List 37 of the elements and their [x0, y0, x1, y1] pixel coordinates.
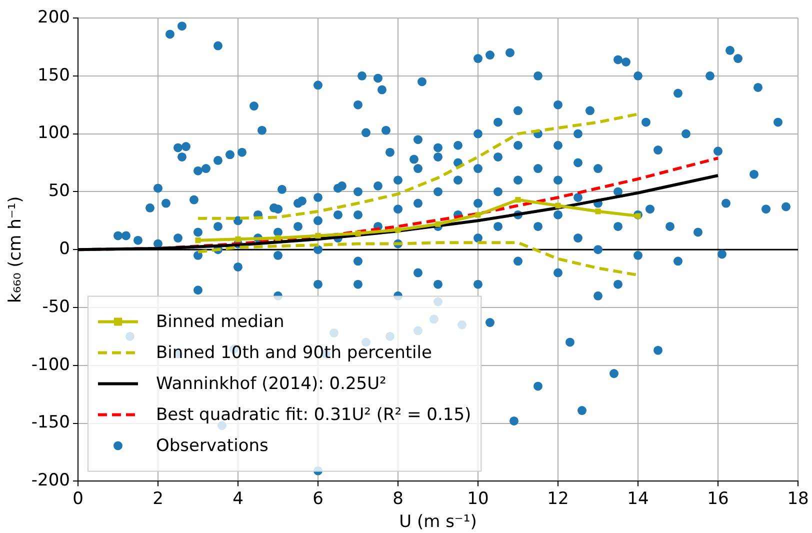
point	[235, 236, 241, 242]
x-tick-label: 0	[72, 488, 84, 509]
x-tick-label: 16	[707, 488, 729, 509]
point	[275, 235, 281, 241]
y-tick-label: -100	[31, 354, 70, 375]
x-tick-label: 8	[392, 488, 404, 509]
point	[475, 212, 481, 218]
x-tick-label: 4	[232, 488, 244, 509]
x-tick-label: 14	[627, 488, 649, 509]
y-tick-label: -200	[31, 470, 70, 491]
y-tick-label: 0	[59, 239, 70, 260]
y-axis-title: k₆₆₀ (cm h⁻¹)	[6, 196, 26, 304]
x-tick-label: 10	[467, 488, 489, 509]
legend-label: Observations	[156, 436, 268, 456]
point	[315, 232, 321, 239]
x-tick-label: 6	[312, 488, 324, 509]
y-tick-label: -150	[31, 412, 70, 433]
point	[555, 202, 561, 208]
legend-label: Wanninkhof (2014): 0.25U²	[156, 374, 386, 394]
point	[395, 227, 401, 233]
y-tick-label: 100	[38, 123, 70, 144]
y-tick-label: 150	[38, 65, 70, 86]
y-tick-label: 200	[38, 7, 70, 28]
point	[355, 230, 361, 236]
y-tick-label: 50	[48, 181, 70, 202]
x-tick-label: 2	[152, 488, 164, 509]
y-tick-label: -50	[42, 296, 70, 317]
legend-label: Binned 10th and 90th percentile	[156, 343, 432, 364]
x-tick-label: 18	[787, 488, 809, 509]
point	[195, 238, 201, 244]
legend-label: Binned median	[156, 312, 284, 332]
point	[515, 196, 521, 203]
x-axis-title: U (m s⁻¹)	[399, 512, 477, 532]
point	[435, 221, 441, 227]
x-tick-label: 12	[547, 488, 569, 509]
legend-label: Best quadratic fit: 0.31U² (R² = 0.15)	[156, 405, 472, 426]
point	[595, 208, 601, 214]
